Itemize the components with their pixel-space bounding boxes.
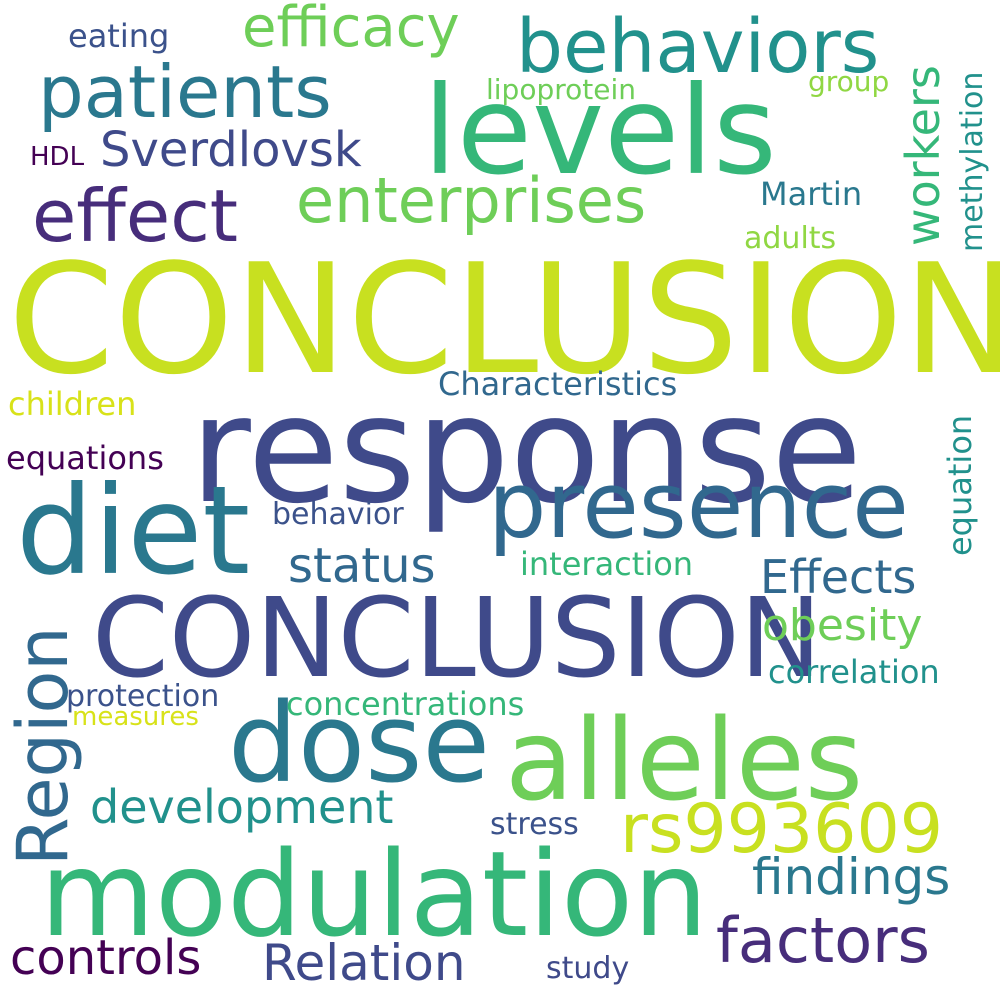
word-dose: dose bbox=[228, 679, 491, 807]
word-measures: measures bbox=[72, 702, 199, 732]
word-protection: protection bbox=[66, 679, 220, 714]
word-relation: Relation bbox=[262, 934, 466, 992]
word-lipoprotein: lipoprotein bbox=[486, 73, 636, 106]
word-rs993609: rs993609 bbox=[620, 790, 943, 869]
word-effects: Effects bbox=[760, 550, 917, 604]
word-factors: factors bbox=[716, 904, 930, 977]
word-patients: patients bbox=[38, 50, 332, 134]
word-equation: equation bbox=[941, 414, 979, 556]
word-stress: stress bbox=[490, 807, 579, 842]
word-correlation: correlation bbox=[768, 653, 940, 691]
word-findings: findings bbox=[752, 848, 951, 906]
word-sverdlovsk: Sverdlovsk bbox=[100, 122, 362, 178]
word-diet: diet bbox=[16, 460, 251, 602]
word-workers: workers bbox=[896, 65, 950, 246]
word-obesity: obesity bbox=[762, 600, 923, 651]
word-behaviors: behaviors bbox=[516, 4, 880, 90]
word-interaction: interaction bbox=[520, 545, 694, 583]
word-enterprises: enterprises bbox=[296, 164, 647, 237]
word-response: response bbox=[190, 364, 863, 536]
word-behavior: behavior bbox=[272, 497, 404, 532]
word-region: Region bbox=[2, 626, 84, 866]
word-characteristics: Characteristics bbox=[438, 365, 678, 403]
word-conclusions: CONCLUSIONS bbox=[8, 231, 1000, 408]
word-controls: controls bbox=[10, 930, 202, 986]
word-efficacy: efficacy bbox=[242, 0, 460, 60]
word-hdl: HDL bbox=[30, 142, 85, 172]
word-effect: effect bbox=[32, 174, 239, 258]
word-equations: equations bbox=[6, 439, 164, 477]
word-status: status bbox=[288, 538, 436, 594]
word-development: development bbox=[90, 780, 394, 834]
word-presence: presence bbox=[488, 452, 909, 559]
word-group: group bbox=[808, 65, 890, 98]
word-eating: eating bbox=[68, 17, 170, 55]
word-conclusion: CONCLUSION bbox=[92, 574, 822, 702]
word-alleles: alleles bbox=[505, 696, 864, 826]
word-modulation: modulation bbox=[40, 825, 708, 963]
word-methylation: methylation bbox=[955, 71, 990, 252]
word-study: study bbox=[546, 951, 630, 986]
word-adults: adults bbox=[744, 221, 837, 256]
word-levels: levels bbox=[423, 60, 777, 202]
word-concentrations: concentrations bbox=[286, 685, 525, 723]
word-martin: Martin bbox=[760, 175, 863, 213]
word-children: children bbox=[8, 385, 137, 423]
